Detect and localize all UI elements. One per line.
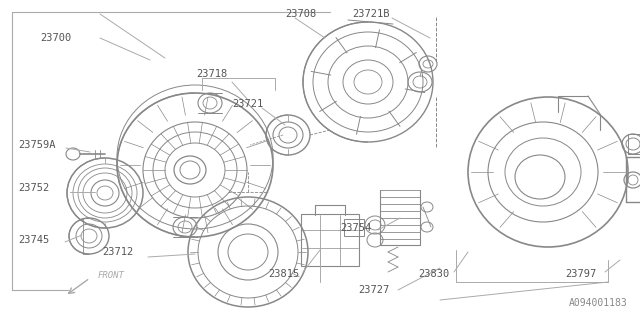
Text: 23815: 23815 bbox=[268, 269, 300, 279]
Text: 23745: 23745 bbox=[18, 235, 49, 245]
Text: 23797: 23797 bbox=[565, 269, 596, 279]
Text: 23754: 23754 bbox=[340, 223, 371, 233]
Text: 23718: 23718 bbox=[196, 69, 227, 79]
Text: 23759A: 23759A bbox=[18, 140, 56, 150]
Text: 23708: 23708 bbox=[285, 9, 316, 19]
Text: 23721B: 23721B bbox=[352, 9, 390, 19]
Text: 23727: 23727 bbox=[358, 285, 389, 295]
Text: 23712: 23712 bbox=[102, 247, 133, 257]
Text: FRONT: FRONT bbox=[98, 271, 125, 281]
Text: 23700: 23700 bbox=[40, 33, 71, 43]
Text: 23721: 23721 bbox=[232, 99, 263, 109]
Text: 23752: 23752 bbox=[18, 183, 49, 193]
Text: 23830: 23830 bbox=[418, 269, 449, 279]
Text: A094001183: A094001183 bbox=[569, 298, 628, 308]
